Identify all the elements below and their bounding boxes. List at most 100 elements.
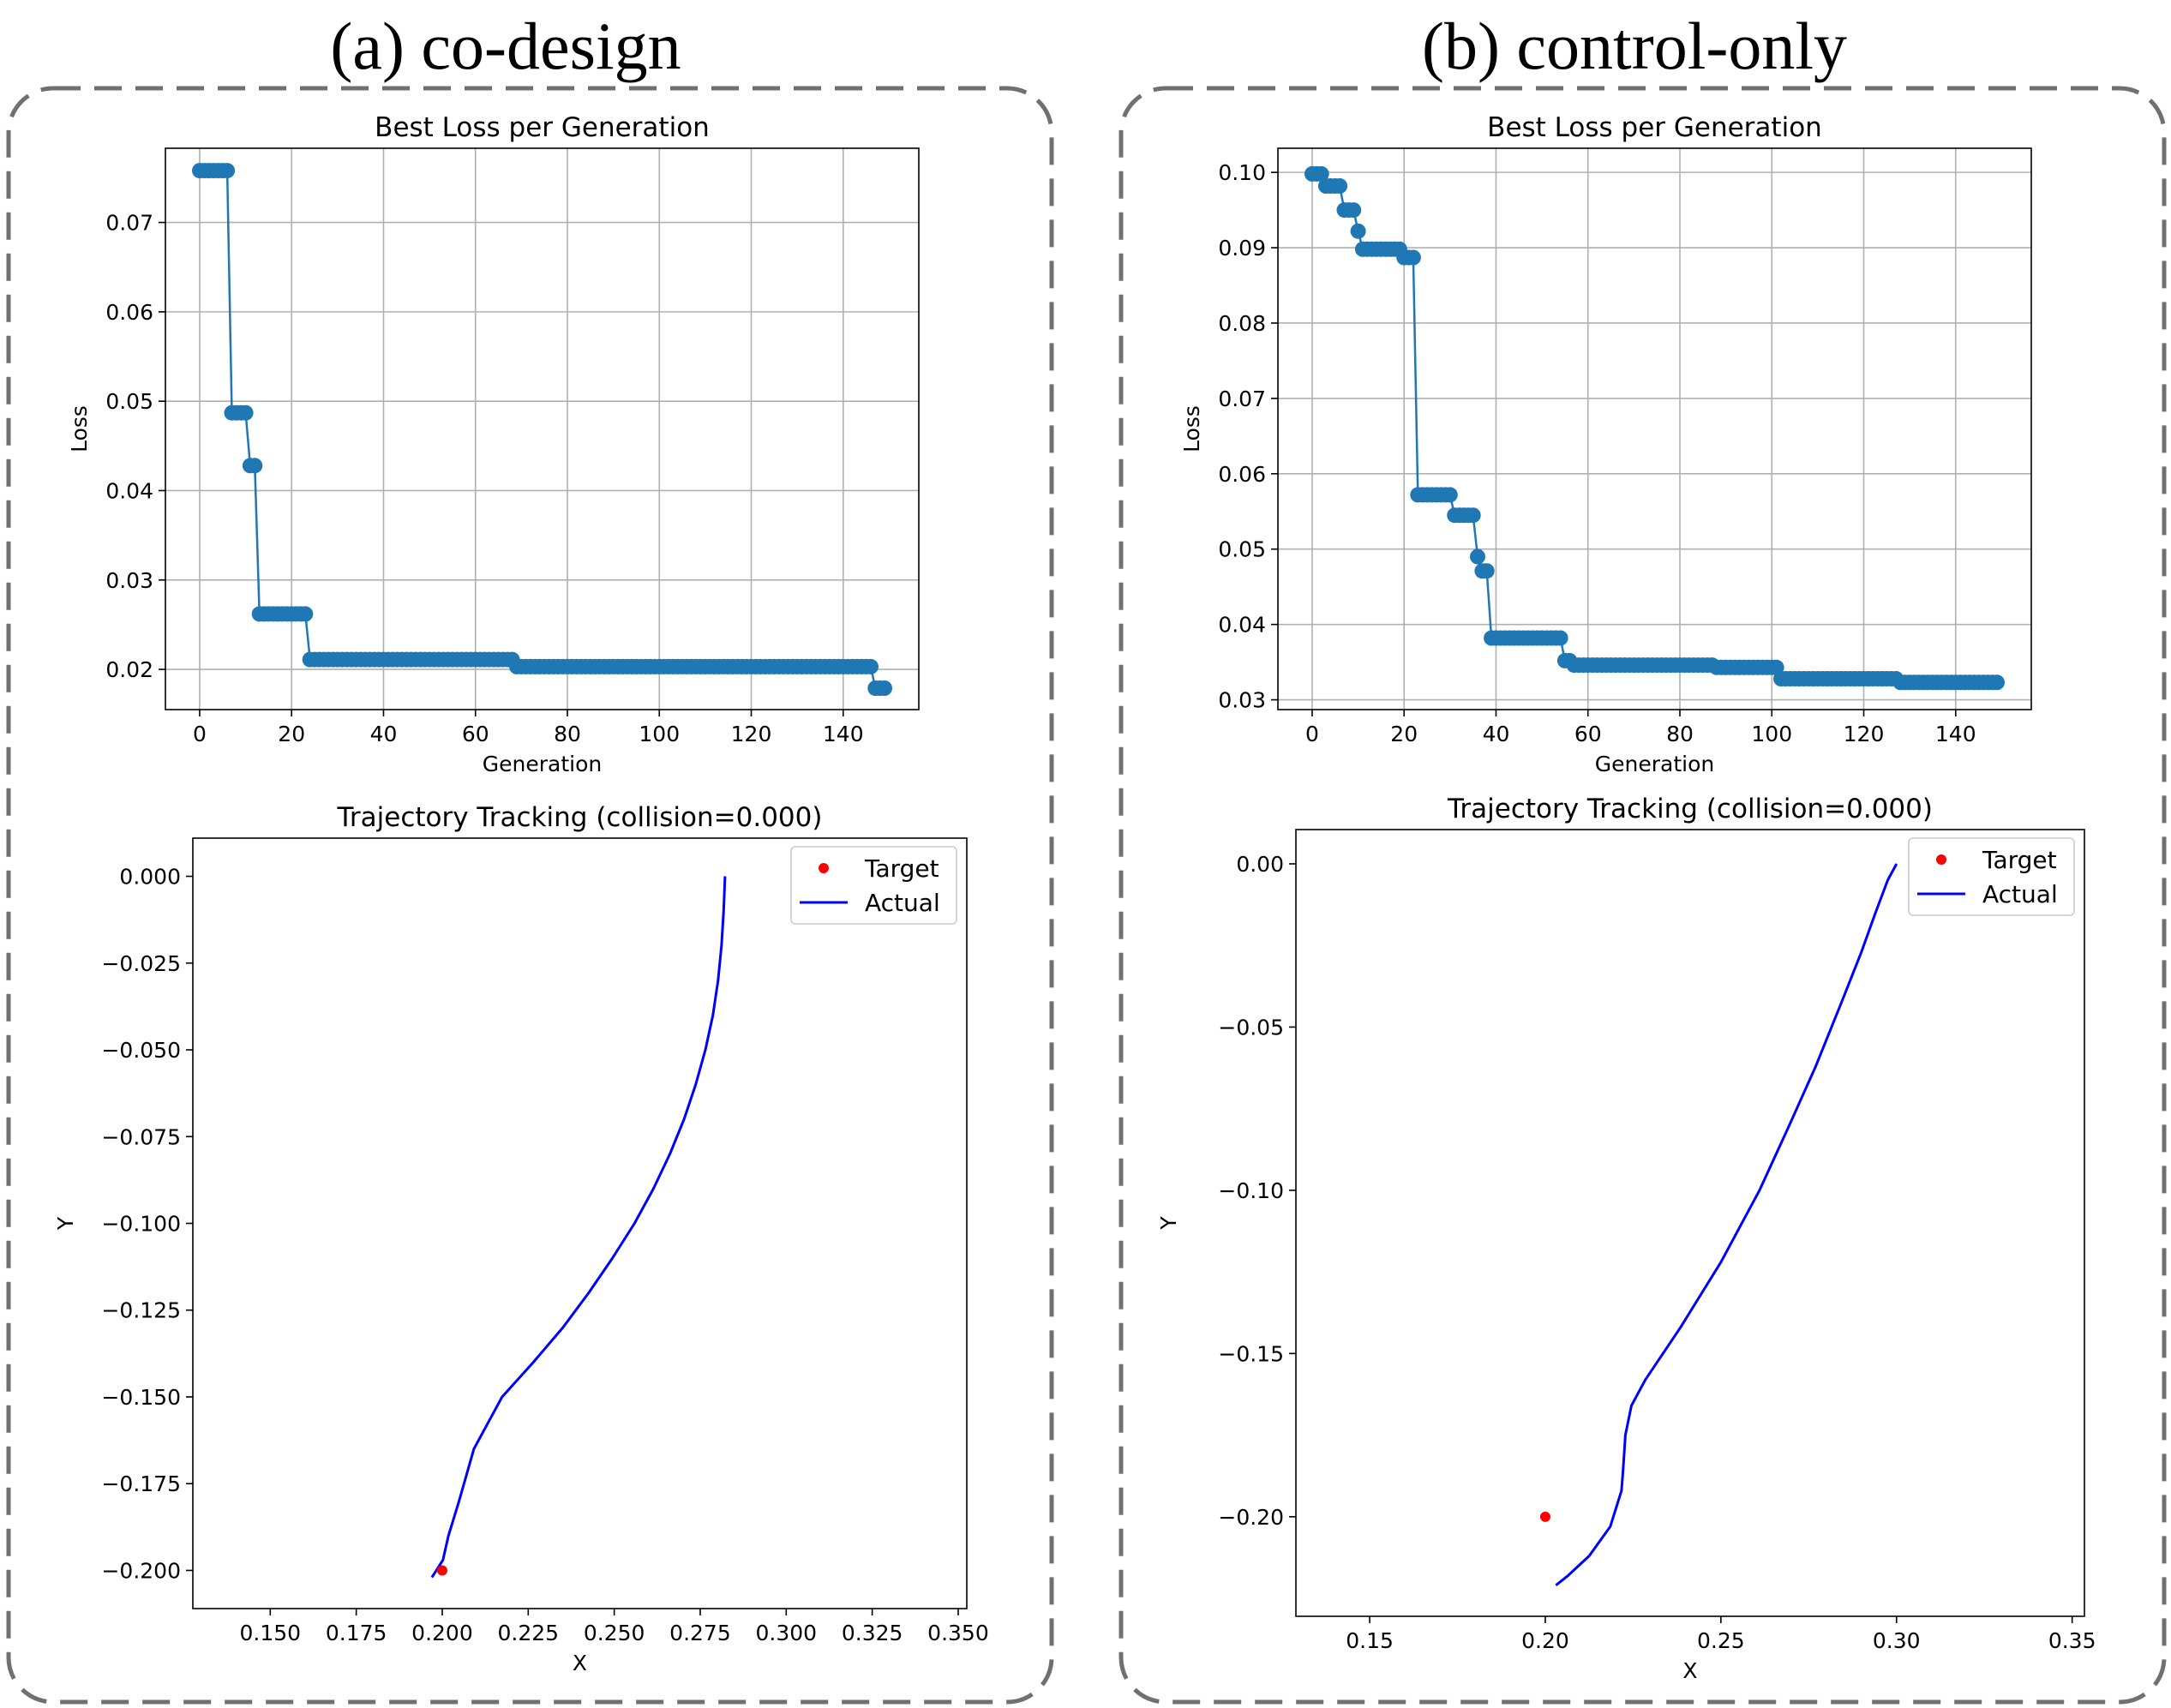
y-tick-label: 0.07: [105, 211, 153, 236]
y-tick-label: 0.05: [1218, 537, 1266, 562]
y-tick-label: −0.125: [101, 1298, 181, 1323]
panel-b-frame: [1118, 86, 2167, 1705]
x-tick-label: 20: [278, 722, 305, 746]
chart-title: Best Loss per Generation: [375, 112, 710, 143]
y-tick-label: −0.15: [1218, 1341, 1284, 1366]
y-tick-label: −0.050: [101, 1038, 181, 1063]
chart-a-loss: Best Loss per Generation 0 20 40 60 80 100 120 1…: [67, 112, 920, 776]
x-axis-label: Generation: [483, 752, 602, 776]
loss-marker: [1313, 165, 1329, 182]
x-tick-label: 0.25: [1697, 1628, 1745, 1653]
y-tick-label: 0.000: [119, 865, 181, 890]
y-axis-label: Loss: [1179, 405, 1204, 452]
x-tick-label: 0.350: [927, 1621, 989, 1645]
legend-box: [790, 846, 957, 925]
legend-target-label: Target: [1982, 846, 2057, 874]
trajectory-actual-line: [1555, 863, 1898, 1586]
panel-a-title: (a) co-design: [330, 9, 681, 83]
x-tick-label: 0.30: [1873, 1628, 1921, 1653]
x-tick-label: 0.200: [411, 1621, 473, 1645]
y-tick-label: 0.04: [105, 478, 153, 503]
y-tick-label: 0.08: [1218, 311, 1266, 336]
legend-target-marker: [819, 863, 829, 873]
chart-title: Best Loss per Generation: [1487, 112, 1822, 143]
x-tick-label: 0.225: [498, 1621, 560, 1645]
y-tick-label: 0.02: [105, 657, 153, 682]
y-axis-label: Y: [1156, 1216, 1181, 1231]
y-tick-label: −0.025: [101, 951, 181, 976]
loss-marker: [1405, 249, 1421, 266]
y-tick-label: 0.03: [105, 568, 153, 593]
x-tick-label: 0.325: [842, 1621, 903, 1645]
x-tick-label: 0.175: [326, 1621, 387, 1645]
x-tick-label: 0.300: [756, 1621, 818, 1645]
x-tick-label: 100: [639, 722, 680, 746]
y-tick-label: 0.05: [105, 389, 153, 414]
chart-a-trajectory: Trajectory Tracking (collision=0.000) 0.1…: [53, 802, 989, 1675]
x-tick-label: 140: [823, 722, 864, 746]
x-tick-label: 100: [1751, 722, 1792, 746]
x-tick-label: 0.275: [669, 1621, 731, 1645]
x-tick-label: 20: [1390, 722, 1418, 746]
x-tick-label: 40: [1483, 722, 1510, 746]
loss-marker: [1442, 487, 1458, 503]
y-tick-label: −0.05: [1218, 1015, 1284, 1040]
plot-frame: [165, 147, 920, 710]
y-tick-label: 0.09: [1218, 236, 1266, 261]
loss-marker: [219, 163, 236, 179]
x-tick-label: 80: [554, 722, 581, 746]
x-tick-label: 0.150: [240, 1621, 302, 1645]
y-tick-label: −0.075: [101, 1124, 181, 1149]
target-point: [436, 1565, 447, 1576]
y-tick-label: 0.10: [1218, 160, 1266, 185]
y-tick-label: 0.00: [1236, 852, 1284, 877]
panel-b-title: (b) control-only: [1422, 9, 1847, 83]
loss-marker: [1470, 548, 1485, 565]
plot-frame: [1277, 147, 2032, 710]
x-tick-label: 0: [1305, 722, 1319, 746]
legend-box: [1908, 837, 2075, 916]
legend-actual-label: Actual: [865, 889, 940, 917]
y-tick-label: −0.100: [101, 1212, 181, 1237]
legend-target-marker: [1936, 854, 1946, 865]
loss-marker: [1332, 178, 1348, 194]
y-tick-label: 0.06: [105, 300, 153, 325]
loss-marker: [1478, 563, 1495, 579]
x-tick-label: 120: [1844, 722, 1885, 746]
legend-actual-label: Actual: [1982, 880, 2058, 908]
x-tick-label: 0.15: [1346, 1628, 1394, 1653]
y-tick-label: 0.03: [1218, 688, 1266, 713]
y-axis-label: Loss: [67, 405, 92, 452]
x-tick-label: 0.35: [2048, 1628, 2096, 1653]
loss-marker: [1465, 507, 1481, 524]
y-tick-label: 0.07: [1218, 387, 1266, 411]
y-tick-label: 0.06: [1218, 462, 1266, 487]
loss-marker: [1989, 674, 2005, 691]
loss-marker: [877, 680, 892, 696]
trajectory-actual-line: [430, 876, 727, 1579]
x-axis-label: X: [1682, 1658, 1697, 1683]
chart-b-trajectory: Trajectory Tracking (collision=0.000) 0.1…: [1156, 794, 2096, 1683]
chart-title: Trajectory Tracking (collision=0.000): [337, 802, 823, 833]
x-axis-label: X: [573, 1651, 587, 1675]
x-tick-label: 120: [731, 722, 772, 746]
x-tick-label: 140: [1935, 722, 1976, 746]
x-tick-label: 0.250: [584, 1621, 645, 1645]
x-tick-label: 60: [1574, 722, 1602, 746]
chart-title: Trajectory Tracking (collision=0.000): [1447, 794, 1933, 824]
plot-frame: [1295, 829, 2085, 1617]
target-point: [1539, 1511, 1550, 1522]
x-tick-label: 40: [370, 722, 398, 746]
loss-marker: [247, 458, 263, 474]
loss-marker: [237, 405, 254, 421]
loss-marker: [1350, 223, 1366, 239]
y-tick-label: −0.20: [1218, 1505, 1284, 1530]
loss-marker: [863, 658, 879, 674]
y-tick-label: −0.150: [101, 1385, 181, 1410]
loss-marker: [1552, 630, 1568, 646]
y-tick-label: −0.200: [101, 1558, 181, 1583]
x-tick-label: 80: [1666, 722, 1694, 746]
x-tick-label: 0: [193, 722, 207, 746]
x-tick-label: 60: [462, 722, 489, 746]
